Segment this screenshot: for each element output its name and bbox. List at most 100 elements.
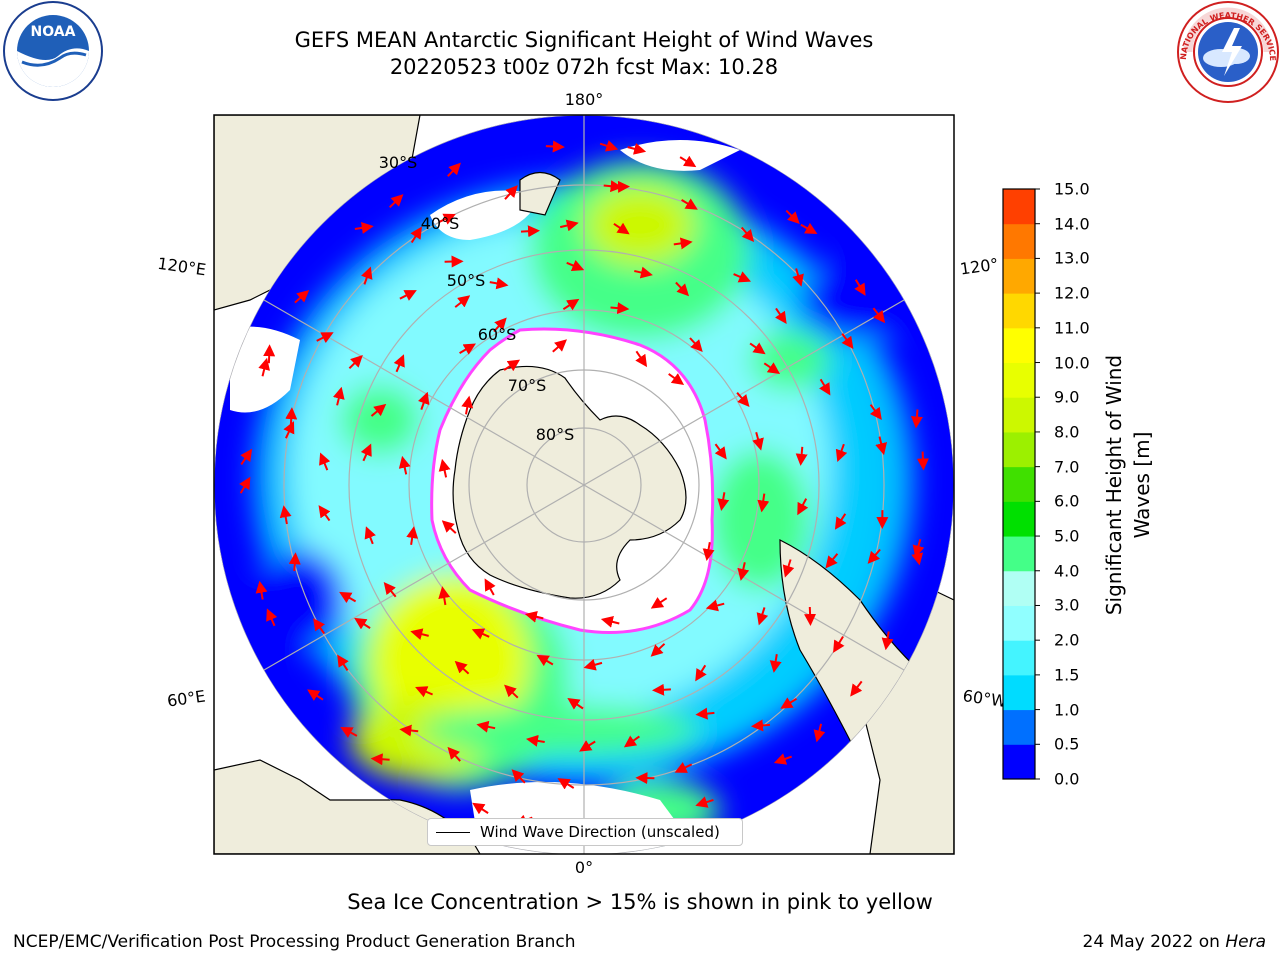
wave-direction-arrow xyxy=(650,596,668,609)
wave-direction-arrow xyxy=(749,342,766,355)
colorbar-segment xyxy=(1003,674,1035,711)
noaa-logo-text: NOAA xyxy=(31,24,76,40)
wave-direction-arrow xyxy=(774,307,787,325)
wave-direction-arrow xyxy=(583,658,603,671)
wave-direction-arrow xyxy=(559,219,579,232)
wave-direction-arrow xyxy=(804,606,817,626)
wave-direction-arrow xyxy=(255,580,268,600)
lat-label-80s: 80°S xyxy=(536,425,575,444)
wave-direction-arrow xyxy=(454,295,471,308)
wave-direction-arrow xyxy=(673,237,693,250)
lat-label-40s: 40°S xyxy=(421,214,460,233)
wave-direction-arrow xyxy=(406,526,419,545)
colorbar-tick-label: 7.0 xyxy=(1054,457,1080,477)
wave-direction-arrow xyxy=(476,720,496,733)
chart-title-line1: GEFS MEAN Antarctic Significant Height o… xyxy=(294,28,874,52)
wave-direction-arrow xyxy=(800,222,818,235)
wave-direction-arrow xyxy=(825,553,839,569)
wave-direction-arrow xyxy=(695,707,715,720)
colorbar-label-line2: Waves [m] xyxy=(1130,431,1154,539)
colorbar-tick-label: 11.0 xyxy=(1054,318,1090,338)
wave-direction-arrow xyxy=(318,505,331,522)
colorbar-tick-label: 15.0 xyxy=(1054,179,1090,199)
wave-direction-arrow xyxy=(239,476,251,494)
wave-direction-arrow xyxy=(294,290,310,304)
wave-direction-arrow xyxy=(600,616,620,628)
wave-direction-arrow xyxy=(675,281,690,297)
wave-direction-arrow xyxy=(258,357,270,377)
wave-direction-arrow xyxy=(797,498,809,516)
wave-direction-arrow xyxy=(441,520,457,534)
wave-direction-arrow xyxy=(418,391,430,410)
lon-label-60e: 60°E xyxy=(166,686,207,710)
colorbar-tick-label: 0.0 xyxy=(1054,769,1080,789)
wave-direction-arrow xyxy=(410,226,422,244)
wave-direction-arrow xyxy=(399,290,417,301)
wave-direction-arrow xyxy=(525,734,545,747)
colorbar xyxy=(1003,188,1040,780)
map-legend: Wind Wave Direction (unscaled) xyxy=(427,818,743,846)
wave-direction-arrow xyxy=(348,354,363,370)
wave-direction-arrow xyxy=(881,631,894,651)
wave-direction-arrow xyxy=(370,753,390,766)
wave-direction-arrow xyxy=(841,333,854,350)
wave-direction-arrow xyxy=(752,431,764,451)
wave-direction-arrow xyxy=(339,591,357,604)
wave-direction-arrow xyxy=(652,683,671,696)
lon-label-60w: 60°W xyxy=(962,686,1009,711)
colorbar-segment xyxy=(1003,709,1035,745)
colorbar-label: Significant Height of Wind Waves [m] xyxy=(1100,355,1156,615)
colorbar-segment xyxy=(1003,362,1035,398)
wave-direction-arrow xyxy=(792,268,804,287)
wave-direction-arrow xyxy=(833,636,845,653)
lon-label-120e: 120°E xyxy=(156,254,207,280)
wave-direction-arrow xyxy=(552,339,567,353)
wave-direction-arrow xyxy=(504,185,518,200)
wave-direction-arrow xyxy=(383,582,397,598)
colorbar-tick-label: 1.0 xyxy=(1054,700,1080,720)
wave-direction-arrow xyxy=(240,448,253,465)
wave-direction-arrow xyxy=(650,643,666,657)
wave-direction-arrow xyxy=(557,778,575,790)
wave-direction-arrow xyxy=(524,610,544,623)
wave-direction-arrow xyxy=(316,332,334,344)
colorbar-tick-label: 5.0 xyxy=(1054,526,1080,546)
wave-direction-arrow xyxy=(763,362,781,374)
wave-direction-arrow xyxy=(562,298,580,311)
wave-direction-arrow xyxy=(869,404,882,421)
wave-direction-arrow xyxy=(872,307,886,324)
footer-host: Hera xyxy=(1225,932,1266,952)
wave-direction-arrow xyxy=(795,446,808,466)
colorbar-tick-label: 4.0 xyxy=(1054,561,1080,581)
wave-direction-arrow xyxy=(782,559,795,578)
wave-direction-arrow xyxy=(668,373,685,386)
wave-direction-arrow xyxy=(679,155,697,168)
colorbar-tick-label: 12.0 xyxy=(1054,283,1090,303)
wave-direction-arrow xyxy=(307,689,324,701)
lat-label-70s: 70°S xyxy=(508,376,547,395)
colorbar-tick-label: 1.5 xyxy=(1054,665,1080,685)
wave-direction-arrow xyxy=(447,162,461,177)
wave-direction-arrow xyxy=(850,680,863,697)
wave-direction-arrow xyxy=(438,213,456,225)
colorbar-tick-label: 2.0 xyxy=(1054,630,1080,650)
wave-direction-arrow xyxy=(279,505,292,525)
wave-direction-arrow xyxy=(360,443,372,462)
wave-direction-arrow xyxy=(579,740,596,752)
colorbar-segment xyxy=(1003,397,1035,433)
wave-direction-arrow xyxy=(484,578,496,596)
wave-direction-arrow xyxy=(415,686,433,698)
wave-direction-arrow xyxy=(737,562,750,581)
sea-ice-caption: Sea Ice Concentration > 15% is shown in … xyxy=(347,890,933,914)
wave-direction-arrow xyxy=(702,542,715,562)
wave-direction-arrow xyxy=(875,436,888,456)
graticule xyxy=(214,115,954,854)
wave-direction-arrow xyxy=(545,140,565,153)
wave-direction-arrow xyxy=(364,526,376,545)
wave-direction-arrow xyxy=(714,443,727,460)
colorbar-tick-label: 3.0 xyxy=(1054,595,1080,615)
colorbar-tick-label: 8.0 xyxy=(1054,422,1080,442)
footer-date: 24 May 2022 on Hera xyxy=(1083,932,1267,952)
colorbar-frame xyxy=(1002,188,1036,780)
